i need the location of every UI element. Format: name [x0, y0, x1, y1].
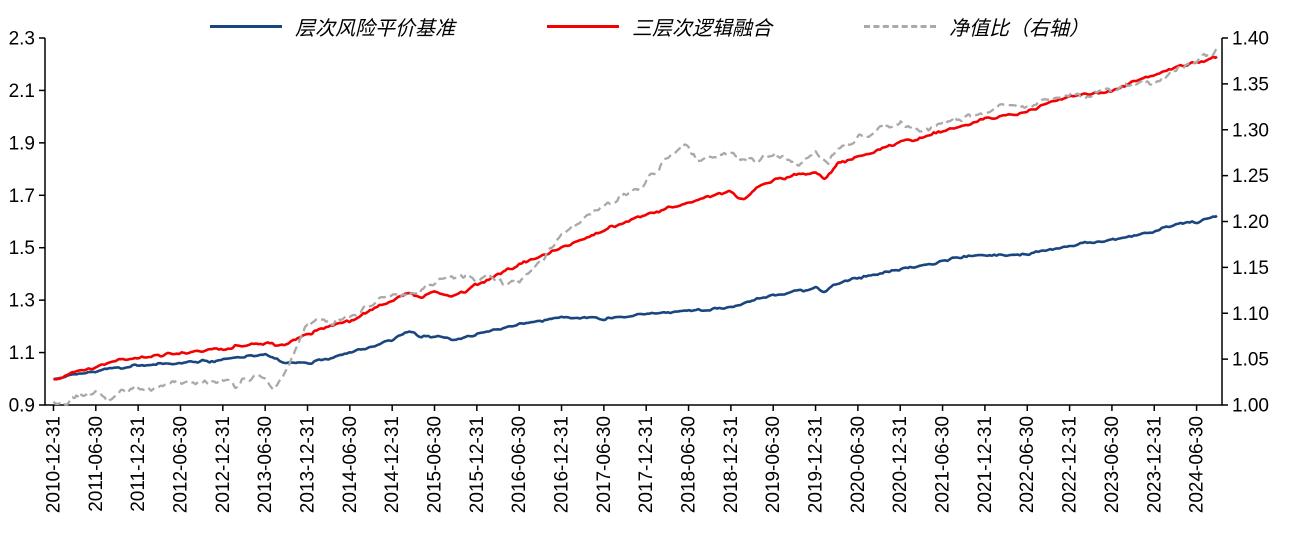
x-axis-tick-label: 2022-06-30: [1017, 416, 1038, 513]
legend-label-benchmark: 层次风险平价基准: [295, 18, 455, 40]
legend-line-solid-red-icon: [547, 25, 619, 28]
x-axis-tick-label: 2015-12-31: [467, 416, 488, 513]
chart-legend: 层次风险平价基准 三层次逻辑融合 净值比（右轴）: [0, 12, 1299, 41]
left-axis-tick-label: 1.7: [9, 186, 35, 207]
x-axis-tick-label: 2012-06-30: [170, 416, 191, 513]
right-axis-tick-label: 1.30: [1232, 120, 1269, 141]
legend-item-benchmark: 层次风险平价基准: [210, 12, 455, 41]
x-axis-tick-label: 2010-12-31: [43, 416, 64, 513]
x-axis-tick-label: 2017-06-30: [594, 416, 615, 513]
left-axis-tick-label: 1.1: [9, 343, 35, 364]
series-line-ratio: [52, 47, 1218, 407]
left-axis-tick-label: 2.3: [9, 29, 35, 50]
x-axis-tick-label: 2015-06-30: [425, 416, 446, 513]
x-axis-tick-label: 2011-12-31: [128, 416, 149, 512]
x-axis-tick-label: 2016-06-30: [509, 416, 530, 513]
x-axis-tick-label: 2016-12-31: [552, 416, 573, 513]
x-axis-tick-label: 2024-06-30: [1187, 416, 1208, 513]
left-axis-tick-label: 1.5: [9, 238, 35, 259]
right-axis-tick-label: 1.20: [1232, 212, 1269, 233]
x-axis-tick-label: 2019-06-30: [763, 416, 784, 513]
x-axis-tick-label: 2020-12-31: [890, 416, 911, 513]
left-axis-tick-label: 2.1: [9, 81, 35, 102]
right-axis-tick-label: 1.10: [1232, 304, 1269, 325]
x-axis-tick-label: 2020-06-30: [848, 416, 869, 513]
x-axis-tick-label: 2013-12-31: [297, 416, 318, 513]
x-axis-tick-label: 2019-12-31: [806, 416, 827, 513]
x-axis-tick-label: 2021-12-31: [975, 416, 996, 513]
legend-line-solid-blue-icon: [210, 25, 282, 28]
left-axis-tick-label: 1.9: [9, 133, 35, 154]
legend-item-fusion: 三层次逻辑融合: [547, 12, 772, 41]
right-axis-tick-label: 1.15: [1232, 258, 1269, 279]
x-axis-tick-label: 2014-06-30: [340, 416, 361, 513]
series-line-benchmark: [53, 214, 1218, 381]
right-axis-tick-label: 1.00: [1232, 396, 1269, 417]
right-axis-tick-label: 1.40: [1232, 29, 1269, 50]
left-axis-tick-label: 1.3: [9, 291, 35, 312]
x-axis-tick-label: 2021-06-30: [933, 416, 954, 513]
legend-label-fusion: 三层次逻辑融合: [632, 18, 772, 40]
x-axis-tick-label: 2013-06-30: [255, 416, 276, 513]
left-axis-tick-label: 0.9: [9, 396, 35, 417]
right-axis-tick-label: 1.05: [1232, 350, 1269, 371]
legend-item-ratio: 净值比（右轴）: [864, 12, 1089, 41]
x-axis-tick-label: 2014-12-31: [382, 416, 403, 513]
x-axis-tick-label: 2022-12-31: [1060, 416, 1081, 513]
right-axis-tick-label: 1.25: [1232, 166, 1269, 187]
legend-line-dashed-gray-icon: [864, 25, 936, 28]
right-axis-tick-label: 1.35: [1232, 74, 1269, 95]
series-line-fusion: [53, 55, 1218, 381]
legend-label-ratio: 净值比（右轴）: [949, 18, 1089, 40]
x-axis-tick-label: 2012-12-31: [213, 416, 234, 513]
x-axis-tick-label: 2011-06-30: [86, 416, 107, 512]
x-axis-tick-label: 2023-06-30: [1102, 416, 1123, 513]
x-axis-tick-label: 2018-12-31: [721, 416, 742, 513]
x-axis-tick-label: 2023-12-31: [1144, 416, 1165, 513]
x-axis-tick-label: 2017-12-31: [636, 416, 657, 513]
x-axis-tick-label: 2018-06-30: [679, 416, 700, 513]
